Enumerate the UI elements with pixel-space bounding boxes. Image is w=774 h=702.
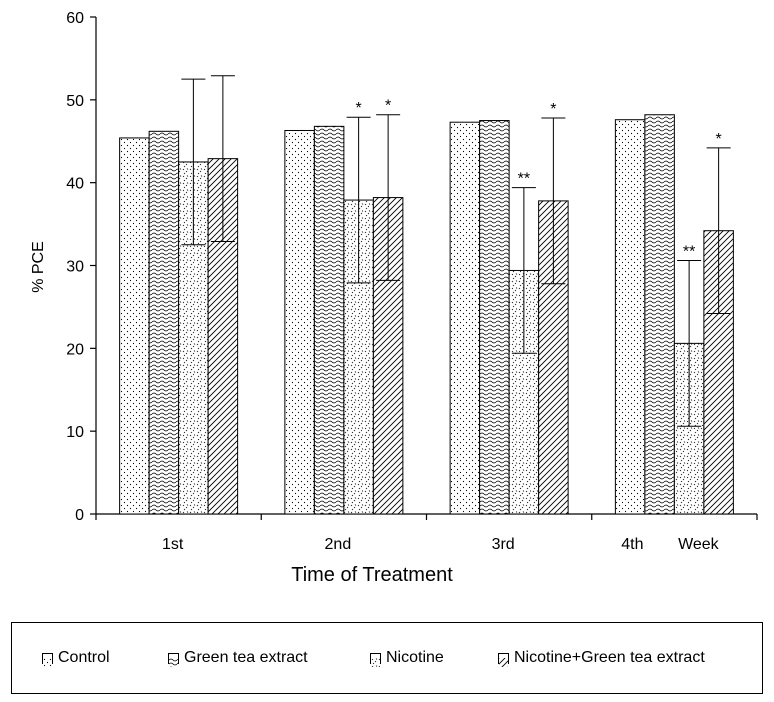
bar-green-tea-extract-4th xyxy=(644,114,675,515)
legend-swatch-fill xyxy=(43,657,52,667)
significance-marker: * xyxy=(716,131,722,148)
significance-marker: ** xyxy=(518,171,530,188)
legend-swatch-green-tea-extract xyxy=(168,652,179,667)
bar-control-1st xyxy=(119,137,150,515)
legend-label-nicotine: Nicotine xyxy=(386,649,444,666)
bar-control-4th xyxy=(614,119,646,515)
legend-swatch-pattern xyxy=(499,657,508,667)
legend-swatch-pattern xyxy=(169,657,178,667)
y-tick-label: 60 xyxy=(66,10,84,27)
x-axis-unit-label: Week xyxy=(678,536,720,553)
bar-green-tea-extract-2nd xyxy=(313,125,345,515)
legend: Control Green tea extract Nicotine Nicot… xyxy=(11,622,763,694)
significance-marker: ** xyxy=(683,244,695,261)
y-tick-label: 30 xyxy=(66,259,84,276)
significance-marker: * xyxy=(550,101,556,118)
legend-label-control: Control xyxy=(58,649,110,666)
legend-swatch-nicotine-green-tea-extract xyxy=(498,652,509,667)
bar-control-3rd xyxy=(449,121,481,515)
x-tick-label: 2nd xyxy=(325,536,352,553)
y-tick-label: 10 xyxy=(66,424,84,441)
x-tick-label: 3rd xyxy=(492,536,515,553)
y-tick-label: 50 xyxy=(66,93,84,110)
x-tick-label: 1st xyxy=(162,536,184,553)
legend-item-nicotine-green-tea-extract: Nicotine+Green tea extract xyxy=(498,623,705,693)
y-axis-title: % PCE xyxy=(30,241,47,293)
legend-label-green-tea-extract: Green tea extract xyxy=(184,649,308,666)
bar-green-tea-extract-3rd xyxy=(479,120,510,515)
legend-swatch-fill xyxy=(499,657,508,667)
legend-swatch-nicotine xyxy=(370,652,381,667)
legend-swatch-pattern xyxy=(43,657,52,667)
bar-control-2nd xyxy=(284,129,315,515)
legend-item-control: Control xyxy=(42,623,110,693)
x-tick-label: 4th xyxy=(621,536,643,553)
legend-item-nicotine: Nicotine xyxy=(370,623,444,693)
legend-label-nicotine-green-tea-extract: Nicotine+Green tea extract xyxy=(514,649,705,666)
x-axis-title: Time of Treatment xyxy=(291,564,453,586)
legend-swatch-fill xyxy=(371,657,380,667)
legend-item-green-tea-extract: Green tea extract xyxy=(168,623,308,693)
significance-marker: * xyxy=(385,98,391,115)
legend-swatch-pattern xyxy=(371,657,380,667)
legend-swatch-control xyxy=(42,652,53,667)
legend-swatch-fill xyxy=(169,657,178,667)
bar-green-tea-extract-1st xyxy=(148,130,180,515)
significance-marker: * xyxy=(356,100,362,117)
y-tick-label: 40 xyxy=(66,176,84,193)
y-tick-label: 20 xyxy=(66,341,84,358)
y-tick-label: 0 xyxy=(75,507,84,524)
